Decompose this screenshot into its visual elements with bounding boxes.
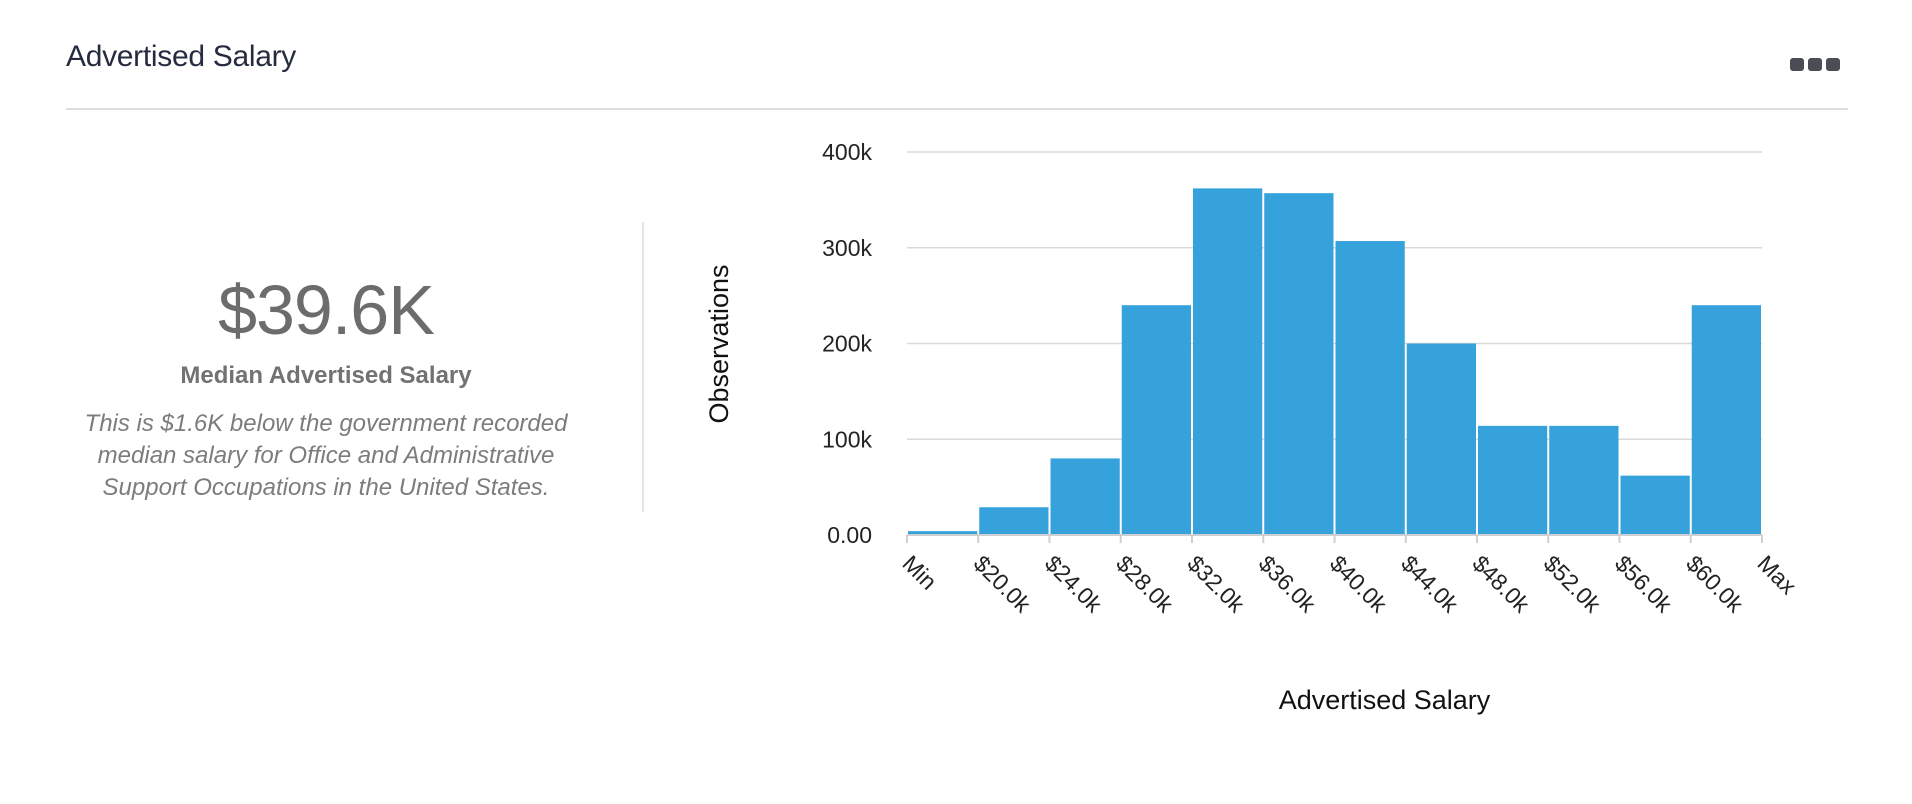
- x-tick-label: $48.0k: [1467, 550, 1535, 618]
- salary-summary: $39.6K Median Advertised Salary This is …: [66, 270, 586, 504]
- y-axis-title: Observations: [704, 264, 734, 423]
- vertical-divider: [642, 222, 644, 512]
- y-tick-label: 100k: [822, 426, 872, 452]
- x-tick-label: $20.0k: [969, 550, 1037, 618]
- x-tick-label: $52.0k: [1539, 550, 1607, 618]
- median-salary-value: $39.6K: [218, 271, 435, 349]
- x-tick-label: $60.0k: [1681, 550, 1749, 618]
- x-tick-label: $28.0k: [1111, 550, 1179, 618]
- histogram-bar: [1335, 241, 1405, 536]
- histogram-bar: [1549, 425, 1619, 535]
- x-tick-label: $24.0k: [1040, 550, 1108, 618]
- x-tick-label: $56.0k: [1610, 550, 1678, 618]
- x-tick-label: $36.0k: [1254, 550, 1322, 618]
- median-salary-label: Median Advertised Salary: [180, 362, 472, 389]
- histogram-bar: [1691, 305, 1761, 535]
- y-tick-label: 0.00: [827, 522, 872, 548]
- more-dot-icon: [1826, 57, 1840, 71]
- histogram-bar: [908, 531, 978, 535]
- histogram-bar: [979, 507, 1049, 535]
- x-tick-label: $32.0k: [1182, 550, 1250, 618]
- y-tick-label: 300k: [822, 235, 872, 261]
- histogram-bar: [1121, 305, 1191, 535]
- card-header: Advertised Salary: [66, 40, 1848, 110]
- histogram-bar: [1478, 425, 1548, 535]
- card-title: Advertised Salary: [66, 40, 297, 73]
- histogram-bar: [1406, 343, 1476, 535]
- histogram-bar: [1193, 188, 1263, 535]
- salary-comparison-note: This is $1.6K below the government recor…: [84, 410, 568, 501]
- histogram-bar: [1050, 458, 1120, 535]
- x-tick-label: Min: [897, 550, 942, 595]
- x-axis-title: Advertised Salary: [1279, 685, 1491, 715]
- y-tick-label: 200k: [822, 331, 872, 357]
- y-tick-label: 400k: [822, 139, 872, 165]
- more-dot-icon: [1790, 57, 1804, 71]
- more-dot-icon: [1808, 57, 1822, 71]
- x-tick-label: Max: [1752, 550, 1801, 599]
- more-options-button[interactable]: [1790, 54, 1842, 74]
- histogram-bar: [1264, 193, 1334, 536]
- x-tick-label: $44.0k: [1396, 550, 1464, 618]
- x-tick-label: $40.0k: [1325, 550, 1393, 618]
- histogram-bar: [1620, 475, 1690, 535]
